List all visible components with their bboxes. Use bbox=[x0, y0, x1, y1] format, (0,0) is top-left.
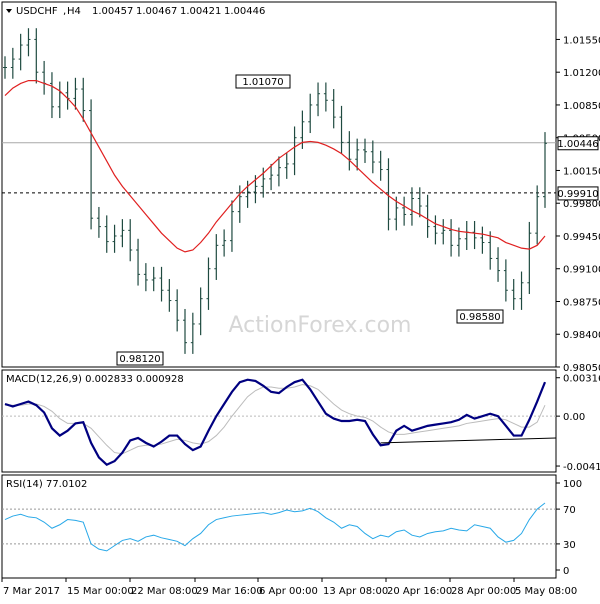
low-annotation-left-box bbox=[116, 351, 164, 366]
rsi-panel-frame bbox=[1, 474, 557, 579]
time-tick-label: 6 Apr 00:00 bbox=[259, 586, 318, 597]
low-annotation-right: 0.98580 bbox=[459, 312, 500, 323]
time-tick-label: 28 Apr 00:00 bbox=[451, 586, 516, 597]
macd-line bbox=[4, 378, 547, 467]
level-tag-box bbox=[557, 186, 599, 201]
time-tick-label: 5 May 08:00 bbox=[515, 586, 577, 597]
macd-y-tick-label: -0.004109 bbox=[563, 462, 600, 473]
collapse-triangle-icon bbox=[6, 9, 12, 13]
price-y-tick-label: 1.01200 bbox=[563, 68, 600, 79]
symbol-timeframe-sep: , bbox=[63, 6, 66, 17]
macd-y-tick-label: 0.003164 bbox=[563, 374, 600, 385]
rsi-y-tick-label: 0 bbox=[563, 566, 569, 577]
rsi-y-tick-label: 100 bbox=[563, 479, 582, 490]
current-price-tag: 1.00446 bbox=[557, 139, 598, 150]
time-tick-label: 13 Apr 08:00 bbox=[323, 586, 388, 597]
macd-title: MACD(12,26,9) 0.002833 0.000928 bbox=[6, 374, 184, 385]
current-price-tag-box bbox=[557, 136, 599, 151]
macd-trendline bbox=[380, 437, 557, 444]
time-tick-label: 22 Mar 08:00 bbox=[131, 586, 198, 597]
low-annotation-right-box bbox=[456, 309, 504, 324]
price-panel-frame bbox=[1, 1, 557, 368]
rsi-line bbox=[4, 502, 546, 552]
level-tag: 0.99910 bbox=[557, 189, 598, 200]
macd-y-tick-label: 0.00 bbox=[563, 412, 585, 423]
high-annotation: 1.01070 bbox=[242, 77, 283, 88]
price-y-tick-label: 1.00850 bbox=[563, 101, 600, 112]
rsi-title: RSI(14) 77.0102 bbox=[6, 479, 87, 490]
time-tick-label: 7 Mar 2017 bbox=[3, 586, 60, 597]
ohlc-high: 1.00467 bbox=[136, 6, 177, 17]
watermark-text: ActionForex.com bbox=[229, 313, 412, 338]
high-annotation-box bbox=[235, 74, 291, 89]
low-annotation-left: 0.98120 bbox=[119, 354, 160, 365]
ohlc-low: 1.00421 bbox=[180, 6, 221, 17]
symbol-name: USDCHF bbox=[16, 6, 58, 17]
rsi-y-tick-label: 30 bbox=[563, 540, 576, 551]
symbol-header: USDCHF , H4 1.00457 1.00467 1.00421 1.00… bbox=[6, 6, 265, 17]
ohlc-close: 1.00446 bbox=[224, 6, 265, 17]
macd-panel-frame bbox=[1, 369, 557, 473]
ohlc-open: 1.00457 bbox=[92, 6, 133, 17]
rsi-y-tick-label: 70 bbox=[563, 505, 576, 516]
time-tick-label: 15 Mar 00:00 bbox=[67, 586, 134, 597]
time-tick-label: 29 Mar 16:00 bbox=[196, 586, 263, 597]
price-y-tick-label: 0.98050 bbox=[563, 363, 600, 374]
price-y-tick-label: 1.01550 bbox=[563, 35, 600, 46]
time-tick-label: 20 Apr 16:00 bbox=[387, 586, 452, 597]
moving-average-line bbox=[4, 80, 546, 253]
macd-signal-line bbox=[5, 384, 546, 455]
symbol-timeframe: H4 bbox=[67, 6, 81, 17]
